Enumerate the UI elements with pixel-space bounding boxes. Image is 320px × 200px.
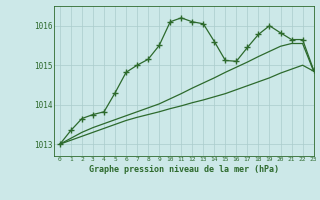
X-axis label: Graphe pression niveau de la mer (hPa): Graphe pression niveau de la mer (hPa) (89, 165, 279, 174)
